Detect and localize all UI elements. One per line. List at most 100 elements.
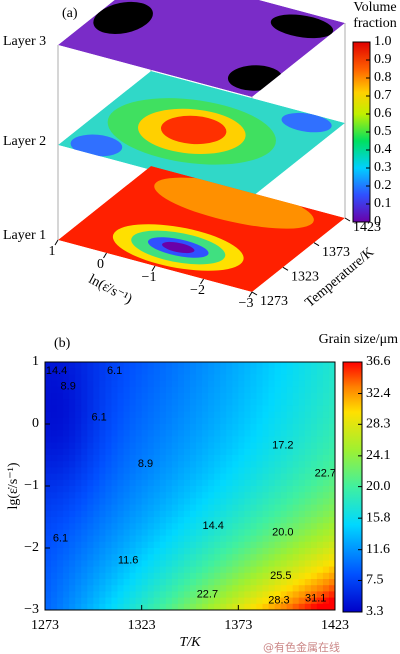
field-cell <box>117 386 125 394</box>
field-cell <box>147 548 155 555</box>
field-cell <box>87 399 94 406</box>
field-cell <box>226 467 233 475</box>
field-cell <box>69 510 76 518</box>
field-cell <box>196 362 203 369</box>
field-cell <box>232 510 239 518</box>
field-cell <box>183 455 191 462</box>
y-axis-label: lg(ε̇/s⁻¹) <box>6 462 21 509</box>
field-cell <box>63 455 70 462</box>
field-cell <box>57 529 64 537</box>
field-cell <box>268 597 276 605</box>
field-cell <box>310 455 318 462</box>
field-cell <box>304 386 312 394</box>
field-cell <box>123 411 131 419</box>
field-cell <box>196 461 203 468</box>
field-cell <box>69 560 76 568</box>
field-cell <box>75 535 82 543</box>
field-cell <box>99 529 107 537</box>
field-cell <box>304 597 312 605</box>
field-cell <box>268 368 276 375</box>
field-cell <box>238 548 245 555</box>
field-cell <box>310 467 318 475</box>
field-cell <box>310 405 318 413</box>
field-cell <box>292 479 300 487</box>
field-cell <box>159 566 167 574</box>
field-cell <box>99 399 107 406</box>
field-cell <box>214 393 221 400</box>
field-cell <box>129 399 137 406</box>
field-cell <box>280 417 288 425</box>
field-cell <box>238 566 245 574</box>
field-cell <box>57 572 64 580</box>
field-cell <box>250 374 258 382</box>
field-cell <box>129 597 137 605</box>
field-cell <box>57 535 64 543</box>
field-cell <box>220 411 227 419</box>
field-cell <box>141 504 149 512</box>
field-cell <box>214 548 221 555</box>
field-cell <box>298 368 306 375</box>
field-cell <box>328 554 335 561</box>
field-cell <box>310 585 318 592</box>
field-cell <box>292 473 300 481</box>
field-cell <box>316 554 324 561</box>
field-cell <box>292 362 300 369</box>
field-cell <box>75 374 82 382</box>
field-cell <box>141 560 149 568</box>
field-cell <box>226 386 233 394</box>
field-cell <box>129 393 137 400</box>
field-cell <box>286 541 294 549</box>
field-cell <box>87 510 94 518</box>
field-cell <box>135 405 143 413</box>
field-cell <box>93 504 100 512</box>
field-cell <box>208 529 215 537</box>
field-cell <box>232 591 239 599</box>
field-cell <box>171 585 179 592</box>
field-cell <box>123 380 131 388</box>
field-cell <box>190 510 197 518</box>
field-cell <box>75 436 82 444</box>
watermark: @有色金属在线 <box>263 640 340 654</box>
field-cell <box>87 492 94 499</box>
field-cell <box>268 436 276 444</box>
field-cell <box>208 393 215 400</box>
field-cell <box>256 374 264 382</box>
field-cell <box>165 517 173 524</box>
field-cell <box>135 517 143 524</box>
field-cell <box>87 566 94 574</box>
field-cell <box>51 442 58 450</box>
field-cell <box>93 442 100 450</box>
field-cell <box>238 461 245 468</box>
field-cell <box>268 541 276 549</box>
field-cell <box>238 560 245 568</box>
field-cell <box>123 461 131 468</box>
field-cell <box>190 417 197 425</box>
field-cell <box>268 504 276 512</box>
field-cell <box>304 393 312 400</box>
field-cell <box>268 411 276 419</box>
field-cell <box>117 548 125 555</box>
field-cell <box>250 541 258 549</box>
field-cell <box>63 442 70 450</box>
field-cell <box>286 548 294 555</box>
field-cell <box>99 510 107 518</box>
field-cell <box>304 467 312 475</box>
field-cell <box>45 603 52 610</box>
field-cell <box>316 597 324 605</box>
field-cell <box>111 448 119 456</box>
field-cell <box>171 510 179 518</box>
field-cell <box>81 436 88 444</box>
field-cell <box>202 393 209 400</box>
field-cell <box>220 591 227 599</box>
field-cell <box>274 517 282 524</box>
field-cell <box>310 504 318 512</box>
field-cell <box>105 560 113 568</box>
field-cell <box>274 585 282 592</box>
field-cell <box>123 486 131 493</box>
field-cell <box>304 380 312 388</box>
field-cell <box>268 374 276 382</box>
field-cell <box>87 572 94 580</box>
field-cell <box>57 603 64 610</box>
field-cell <box>310 374 318 382</box>
field-cell <box>220 461 227 468</box>
